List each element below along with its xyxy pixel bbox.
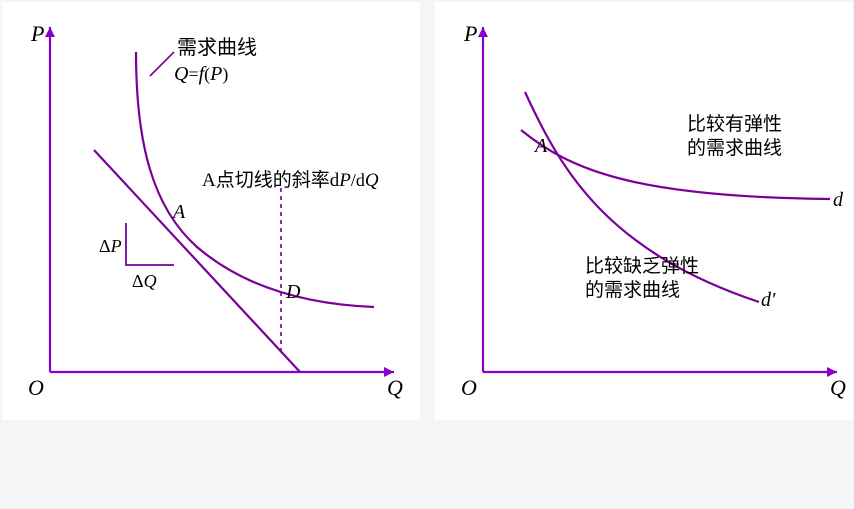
dprime-label: d' xyxy=(761,289,776,311)
demand-curve-equation: Q=f(P) xyxy=(174,63,228,85)
y-axis-label-right: P xyxy=(463,21,477,46)
right-axes xyxy=(478,27,837,377)
y-axis-label: P xyxy=(30,21,44,46)
delta-P-label: ΔP xyxy=(99,236,122,256)
origin-label: O xyxy=(28,375,44,400)
elastic-label-1: 比较有弹性 xyxy=(687,113,782,135)
tangent-slope-label: A点切线的斜率dP/dQ xyxy=(202,169,379,191)
point-A-label: A xyxy=(171,201,186,223)
d-label: d xyxy=(833,189,844,211)
x-axis-label-right: Q xyxy=(830,375,846,400)
elastic-curve-d xyxy=(521,130,830,199)
right-diagram-svg: P Q O A d d' 比较有弹性 的需求曲线 比较缺乏弹性 的需求曲线 xyxy=(435,2,853,420)
elastic-label-2: 的需求曲线 xyxy=(687,137,782,159)
curve-label-pointer xyxy=(150,52,174,76)
right-panel: P Q O A d d' 比较有弹性 的需求曲线 比较缺乏弹性 的需求曲线 xyxy=(435,2,853,420)
left-diagram-svg: 需求曲线 Q=f(P) P Q O A ΔP ΔQ D A点切线的斜率dP/dQ xyxy=(2,2,420,420)
inelastic-label-1: 比较缺乏弹性 xyxy=(585,255,699,277)
point-A-label-right: A xyxy=(533,135,548,157)
demand-curve-label-1: 需求曲线 xyxy=(177,36,257,59)
left-panel: 需求曲线 Q=f(P) P Q O A ΔP ΔQ D A点切线的斜率dP/dQ xyxy=(2,2,420,420)
inelastic-label-2: 的需求曲线 xyxy=(585,279,680,301)
origin-label-right: O xyxy=(461,375,477,400)
x-axis-label: Q xyxy=(387,375,403,400)
delta-Q-label: ΔQ xyxy=(132,271,157,291)
point-D-label: D xyxy=(285,281,301,303)
